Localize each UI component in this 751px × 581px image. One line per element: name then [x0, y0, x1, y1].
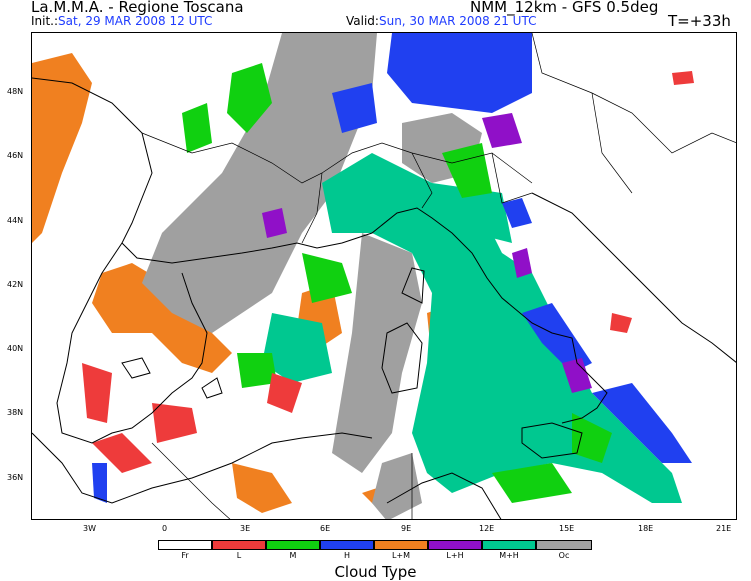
area-l-h [482, 113, 522, 148]
area-h [332, 83, 377, 133]
init-time: Init.:Sat, 29 MAR 2008 12 UTC [31, 14, 212, 28]
legend-label: L [236, 551, 242, 560]
area-l [92, 433, 152, 473]
legend-swatch-m-h [482, 540, 536, 550]
area-m [492, 463, 572, 503]
area-l [610, 313, 632, 333]
legend-swatch-oc [536, 540, 592, 550]
area-m [302, 253, 352, 303]
area-m [227, 63, 272, 133]
area-l-m [92, 263, 232, 373]
lat-label: 36N [7, 473, 24, 482]
area-l-m [32, 53, 92, 243]
area-overcast [372, 453, 422, 519]
legend-label: H [343, 551, 350, 560]
area-overcast [142, 33, 377, 333]
lon-label: 15E [559, 524, 575, 533]
lon-label: 0 [162, 524, 168, 533]
lon-label: 12E [479, 524, 495, 533]
legend-label: L+M [391, 551, 411, 560]
legend-swatch-l-m [374, 540, 428, 550]
area-h [92, 463, 107, 503]
lat-label: 38N [7, 408, 24, 417]
area-m-h [322, 153, 682, 503]
legend-swatch-l [212, 540, 266, 550]
legend-label: M [289, 551, 297, 560]
lon-label: 9E [401, 524, 412, 533]
init-value: Sat, 29 MAR 2008 12 UTC [58, 14, 213, 28]
area-m [442, 143, 492, 198]
valid-label: Valid: [346, 14, 379, 28]
area-overcast [332, 233, 422, 473]
lat-label: 42N [7, 280, 24, 289]
valid-value: Sun, 30 MAR 2008 21 UTC [378, 14, 537, 28]
area-l [152, 403, 197, 443]
lon-label: 3E [240, 524, 251, 533]
lon-label: 18E [638, 524, 654, 533]
lon-label: 3W [83, 524, 96, 533]
area-l-h [262, 208, 287, 238]
legend-swatch-m [266, 540, 320, 550]
legend-label: Oc [558, 551, 570, 560]
legend-title: Cloud Type [334, 563, 417, 581]
lon-label: 6E [320, 524, 331, 533]
init-label: Init.: [31, 14, 59, 28]
country-borders [141, 33, 736, 519]
area-l [267, 373, 302, 413]
model-name: NMM_12km - GFS 0.5deg [470, 0, 659, 16]
area-m-h [262, 313, 332, 383]
lat-label: 46N [7, 151, 24, 160]
area-l-h [562, 358, 592, 393]
lat-label: 44N [7, 216, 24, 225]
lat-label: 40N [7, 344, 24, 353]
area-h [592, 383, 692, 463]
area-l [82, 363, 112, 423]
coastline [32, 77, 736, 519]
cloud-type-map [31, 32, 737, 520]
valid-time: Valid:Sun, 30 MAR 2008 21 UTC [346, 14, 536, 28]
area-m [182, 103, 212, 153]
legend-swatch-h [320, 540, 374, 550]
lon-label: 21E [716, 524, 732, 533]
legend-label: M+H [499, 551, 519, 560]
cloud-field [32, 33, 736, 519]
area-l [672, 71, 694, 85]
area-h [522, 303, 592, 373]
legend-swatch-fr [158, 540, 212, 550]
lat-label: 48N [7, 87, 24, 96]
area-l-h [512, 248, 532, 278]
legend-swatch-l-h [428, 540, 482, 550]
area-h [502, 198, 532, 228]
map-title: La.M.M.A. - Regione Toscana [31, 0, 244, 16]
area-m-h [432, 183, 512, 243]
lead-time: T=+33h [668, 12, 731, 30]
legend-label: Fr [181, 551, 189, 560]
area-h [387, 33, 532, 113]
area-m [237, 353, 277, 388]
legend-label: L+H [446, 551, 464, 560]
area-l-m [232, 463, 292, 513]
area-m [572, 413, 612, 463]
